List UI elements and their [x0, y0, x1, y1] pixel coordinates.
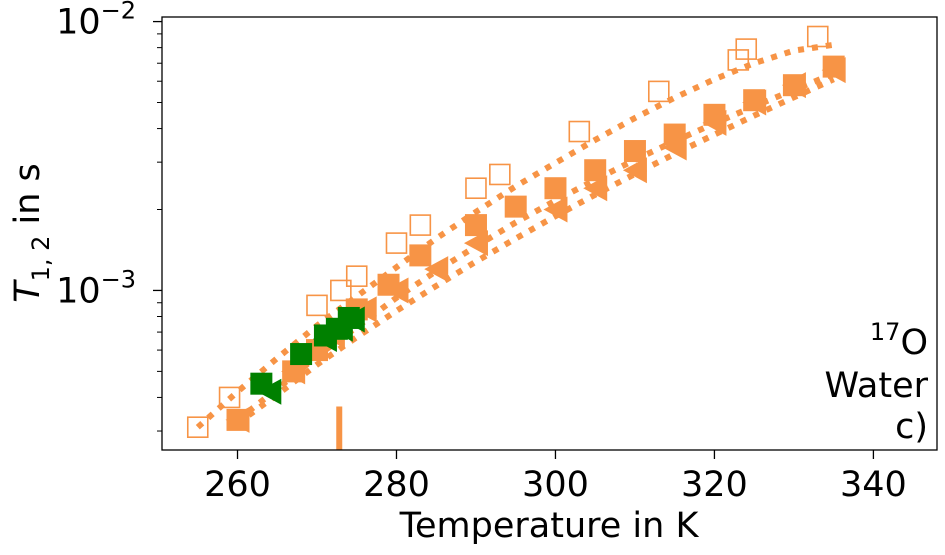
y-label-unit: in s — [8, 163, 48, 235]
data-point-filled-square — [409, 244, 432, 267]
data-point-left-triangle — [662, 134, 687, 161]
data-point-open-square — [735, 38, 758, 60]
data-point-filled-square — [290, 343, 313, 366]
x-tick-label: 260 — [204, 465, 271, 505]
data-point-left-triangle — [583, 175, 608, 202]
annotation: 17O Water c) — [825, 318, 929, 447]
data-point-open-square — [647, 80, 670, 103]
data-point-left-triangle — [424, 256, 449, 283]
data-point-left-triangle — [225, 406, 250, 433]
annotation-isotope-superscript: 17 — [870, 318, 901, 346]
data-point-open-square — [306, 294, 328, 317]
y-axis-label: T1, 2 in s — [8, 163, 55, 303]
annotation-sample: Water — [825, 366, 929, 406]
annotation-panel: c) — [895, 407, 928, 447]
data-point-filled-square — [504, 195, 527, 218]
data-point-open-square — [568, 120, 591, 143]
fit-curve — [235, 76, 835, 426]
data-point-open-square — [345, 265, 368, 287]
data-point-left-triangle — [384, 277, 409, 304]
data-point-left-triangle — [622, 157, 647, 184]
axis-ticks: 260 280 300 320 340 10−3 10−2 — [56, 0, 907, 505]
data-point-left-triangle — [543, 196, 568, 223]
annotation-nucleus: O — [900, 323, 928, 363]
data-point-open-square — [186, 416, 209, 438]
x-tick-label: 320 — [681, 465, 748, 505]
data-point-open-square — [409, 214, 432, 236]
data-point-open-square — [330, 279, 352, 302]
data-point-open-square — [465, 177, 487, 200]
data-point-filled-square — [623, 140, 646, 163]
data-point-filled-square — [464, 214, 487, 237]
data-point-open-square — [727, 49, 750, 71]
data-point-open-square — [806, 25, 829, 48]
x-tick-label: 280 — [363, 465, 430, 505]
x-axis-label: Temperature in K — [399, 506, 700, 546]
data-point-open-square — [489, 163, 511, 186]
data-point-left-triangle — [742, 89, 767, 116]
data-point-left-triangle — [781, 72, 806, 99]
x-tick-label: 340 — [840, 465, 907, 505]
data-point-left-triangle — [312, 325, 337, 352]
data-point-open-square — [385, 232, 408, 254]
y-tick-label: 10−2 — [56, 0, 136, 43]
data-point-left-triangle — [340, 306, 365, 333]
data-point-left-triangle — [257, 378, 282, 405]
data-point-left-triangle — [702, 109, 727, 136]
svg-text:T1, 2 in s: T1, 2 in s — [8, 163, 55, 303]
data-point-left-triangle — [821, 57, 846, 84]
y-label-symbol: T — [8, 279, 48, 303]
data-point-left-triangle — [463, 230, 488, 257]
y-tick-label: 10−3 — [56, 265, 136, 311]
fit-curve — [235, 70, 835, 423]
x-tick-label: 300 — [522, 465, 589, 505]
data-point-filled-square — [584, 159, 607, 182]
plot-frame — [161, 16, 938, 451]
data-point-open-square — [218, 386, 241, 409]
svg-text:17O: 17O — [870, 318, 928, 363]
data-point-filled-square — [544, 177, 567, 200]
plot-area — [186, 25, 846, 450]
y-label-subscript: 1, 2 — [27, 236, 55, 282]
